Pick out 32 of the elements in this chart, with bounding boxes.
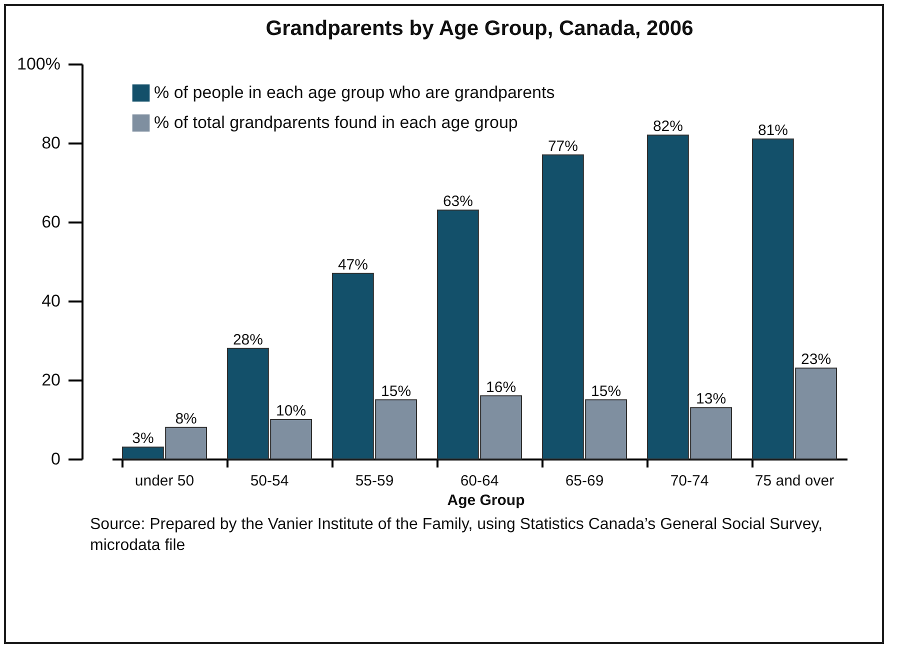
x-tick-label: 60-64 (460, 472, 499, 490)
data-label: 28% (232, 331, 263, 348)
data-label: 13% (696, 390, 726, 408)
data-label: 15% (381, 382, 412, 400)
data-label: 23% (801, 351, 832, 368)
x-tick-label: 70-74 (670, 472, 709, 490)
x-tick-label: 50-54 (250, 472, 289, 490)
y-tick-label: 80 (42, 134, 60, 152)
x-axis-title: Age Group (446, 492, 526, 509)
data-label: 82% (652, 118, 683, 136)
data-label: 63% (442, 193, 473, 210)
legend-label: % of total grandparents found in each age group (154, 113, 518, 132)
y-tick-label: 0 (51, 450, 60, 468)
chart-title: Grandparents by Age Group, Canada, 2006 (266, 17, 694, 40)
data-label: 3% (132, 430, 154, 448)
y-tick-label: 100% (17, 54, 60, 74)
x-tick-label: 65-69 (565, 472, 604, 490)
data-label: 15% (591, 382, 622, 400)
data-label: 77% (548, 138, 578, 155)
data-label: 16% (486, 378, 516, 396)
legend-label: % of people in each age group who are grandparents (154, 83, 555, 102)
x-tick-label: 75 and over (754, 472, 834, 490)
x-tick-label: 55-59 (355, 472, 394, 490)
x-tick-label: under 50 (134, 472, 194, 490)
data-label: 47% (338, 256, 368, 274)
data-label: 8% (175, 410, 197, 428)
y-tick-label: 20 (42, 370, 60, 390)
source-note: Source: Prepared by the Vanier Institute of the Family, using Statistics Canada’s General Social Survey, microdata file (90, 515, 824, 556)
y-tick-label: 60 (42, 212, 60, 232)
y-tick-label: 40 (42, 292, 60, 310)
data-label: 10% (276, 402, 306, 420)
data-label: 81% (758, 122, 788, 140)
